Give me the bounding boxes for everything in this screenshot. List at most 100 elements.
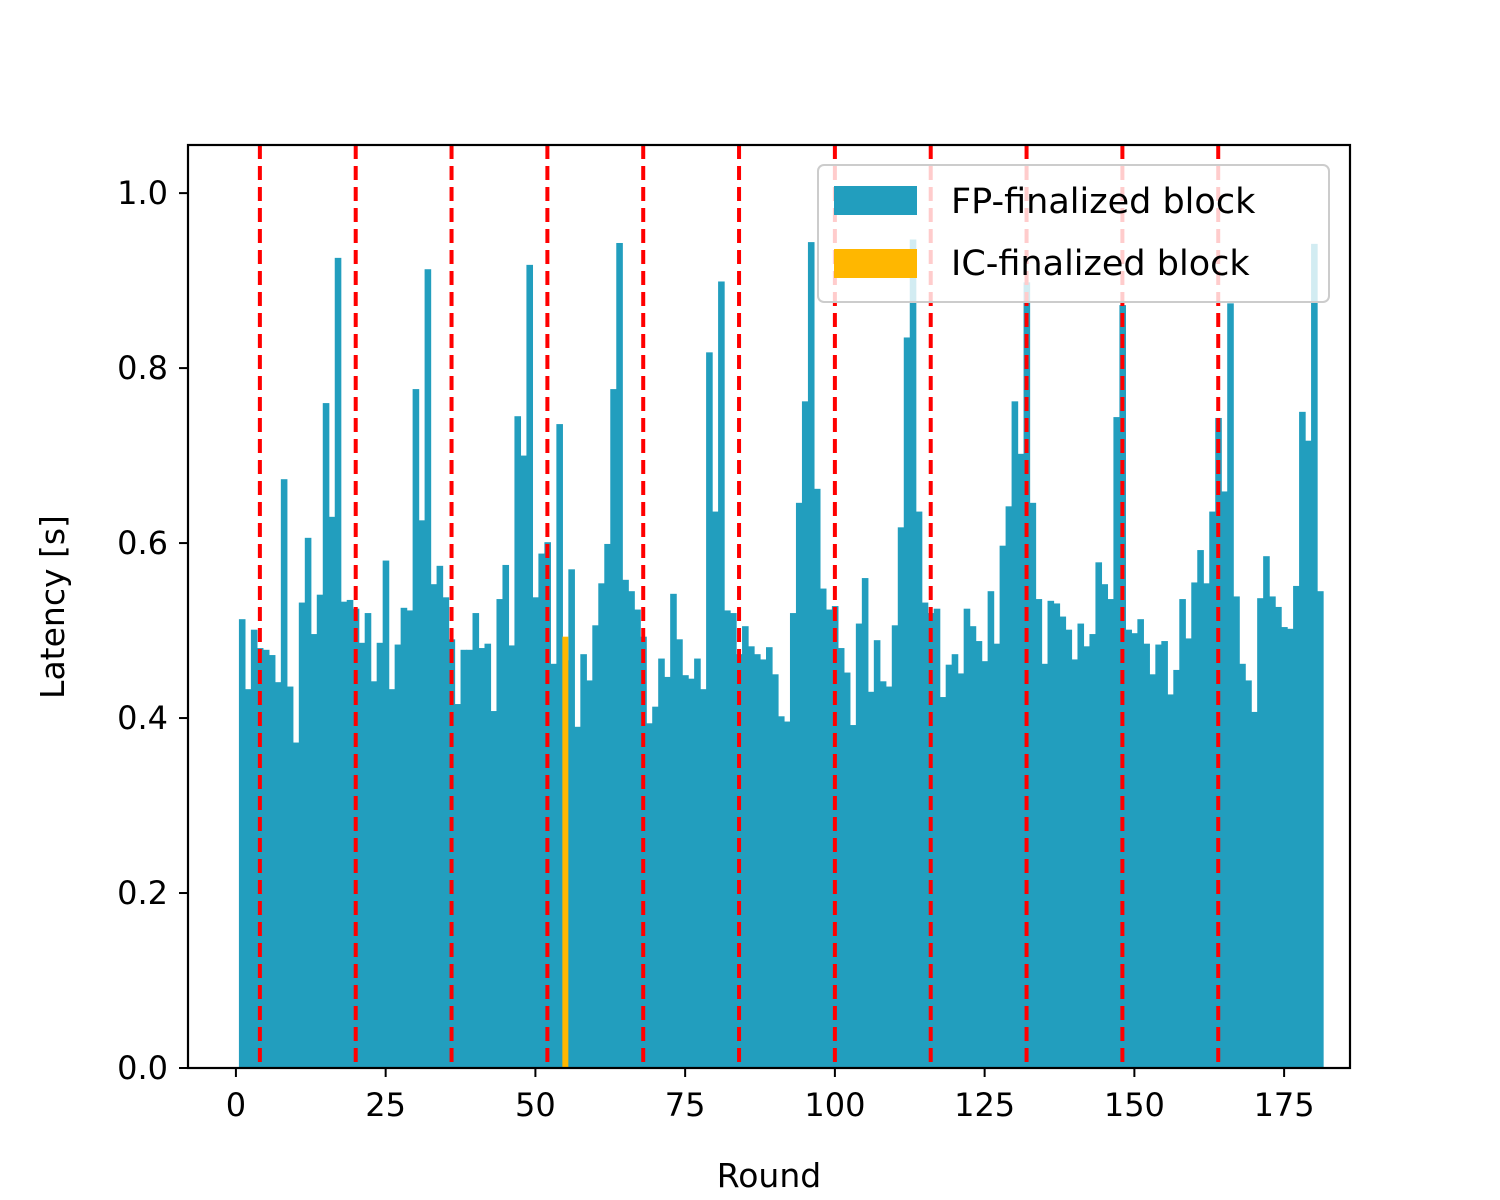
bar-fp-round-153: [1149, 674, 1156, 1068]
bar-fp-round-80: [712, 511, 719, 1069]
bar-fp-round-161: [1197, 550, 1204, 1068]
ic-bars-group: [562, 636, 569, 1068]
bar-fp-round-157: [1173, 669, 1180, 1068]
y-tick-label: 0.6: [117, 524, 168, 562]
bar-fp-round-117: [933, 608, 941, 1068]
bar-fp-round-6: [268, 655, 276, 1068]
bar-fp-round-25: [382, 560, 390, 1068]
bar-fp-round-62: [604, 543, 611, 1068]
bar-fp-round-178: [1299, 411, 1306, 1068]
bar-fp-round-136: [1047, 600, 1055, 1068]
bar-fp-round-46: [508, 645, 516, 1068]
bar-fp-round-68: [640, 636, 647, 1068]
bar-fp-round-143: [1089, 634, 1097, 1068]
x-axis-ticks: 0 25 50 75 100 125 150 175: [226, 1068, 1315, 1124]
bar-fp-round-174: [1275, 606, 1282, 1068]
bar-fp-round-32: [424, 269, 432, 1069]
bar-fp-round-151: [1137, 619, 1144, 1068]
bar-fp-round-88: [760, 659, 767, 1068]
bar-fp-round-33: [430, 584, 438, 1068]
legend-swatch-ic: [834, 249, 917, 278]
bar-fp-round-29: [406, 610, 414, 1068]
bar-fp-round-139: [1065, 629, 1073, 1068]
y-tick-label: 0.8: [117, 349, 168, 387]
bar-fp-round-77: [694, 658, 701, 1068]
bar-fp-round-162: [1203, 583, 1210, 1068]
bar-fp-round-98: [819, 588, 827, 1068]
bar-fp-round-82: [724, 610, 731, 1068]
bar-fp-round-102: [843, 672, 851, 1068]
bar-fp-round-37: [454, 704, 462, 1068]
bar-fp-round-149: [1125, 629, 1132, 1068]
bar-fp-round-8: [280, 479, 288, 1069]
bar-fp-round-103: [849, 725, 857, 1068]
bar-fp-round-53: [550, 663, 557, 1068]
bar-fp-round-160: [1191, 582, 1198, 1068]
bar-fp-round-43: [490, 711, 498, 1068]
bar-fp-round-104: [855, 623, 863, 1068]
bar-fp-round-34: [436, 565, 444, 1068]
bar-fp-round-109: [885, 686, 893, 1068]
bar-fp-round-158: [1179, 599, 1186, 1068]
bar-fp-round-51: [538, 553, 545, 1068]
bar-fp-round-81: [718, 281, 725, 1068]
bar-fp-round-90: [771, 674, 779, 1068]
bar-fp-round-70: [652, 706, 659, 1068]
bar-fp-round-2: [244, 689, 252, 1068]
x-tick-label: 125: [954, 1086, 1015, 1124]
bar-fp-round-24: [376, 642, 384, 1068]
bar-fp-round-49: [526, 264, 534, 1068]
bar-fp-round-125: [981, 661, 989, 1068]
legend-swatch-fp: [834, 186, 917, 215]
bar-fp-round-144: [1095, 562, 1103, 1068]
bar-fp-round-113: [909, 239, 917, 1069]
x-tick-label: 50: [515, 1086, 556, 1124]
fp-bars-group: [238, 239, 1324, 1069]
bar-fp-round-166: [1227, 303, 1234, 1069]
bar-fp-round-100: [831, 606, 839, 1068]
bar-fp-round-9: [286, 686, 294, 1068]
bar-fp-round-86: [748, 646, 755, 1068]
bar-fp-round-27: [394, 644, 402, 1068]
bar-fp-round-137: [1053, 603, 1061, 1068]
bar-fp-round-12: [304, 537, 312, 1068]
bar-fp-round-78: [700, 689, 707, 1068]
bar-fp-round-65: [622, 579, 629, 1068]
bar-fp-round-101: [837, 648, 845, 1068]
legend-label-fp: FP-finalized block: [951, 182, 1256, 222]
bar-fp-round-42: [484, 643, 492, 1068]
bar-fp-round-91: [777, 716, 785, 1068]
bar-fp-round-141: [1077, 623, 1085, 1068]
bar-fp-round-14: [316, 594, 324, 1068]
bar-fp-round-89: [766, 647, 773, 1068]
bar-fp-round-175: [1281, 627, 1288, 1068]
bar-fp-round-56: [568, 569, 575, 1068]
bar-fp-round-83: [730, 613, 737, 1068]
bar-fp-round-93: [789, 613, 797, 1068]
bar-fp-round-133: [1029, 502, 1037, 1068]
bar-fp-round-30: [412, 389, 420, 1069]
bar-fp-round-171: [1257, 598, 1264, 1068]
bar-fp-round-72: [664, 676, 671, 1068]
bar-fp-round-38: [460, 649, 468, 1068]
bar-fp-round-115: [921, 602, 929, 1068]
bar-fp-round-64: [616, 242, 623, 1069]
bar-fp-round-163: [1209, 511, 1216, 1069]
bar-fp-round-126: [987, 591, 995, 1068]
bar-fp-round-179: [1305, 440, 1312, 1068]
legend-box: [817, 164, 1330, 303]
bar-fp-round-170: [1251, 711, 1258, 1068]
bar-fp-round-26: [388, 689, 396, 1068]
bar-fp-round-172: [1263, 556, 1270, 1068]
bar-fp-round-123: [969, 626, 977, 1068]
bar-fp-round-10: [292, 742, 300, 1068]
bar-fp-round-147: [1113, 417, 1120, 1069]
bar-fp-round-69: [646, 723, 653, 1068]
bar-fp-round-19: [346, 599, 354, 1068]
bar-fp-round-168: [1239, 663, 1246, 1068]
bar-fp-round-110: [891, 625, 899, 1068]
bar-fp-round-3: [250, 629, 258, 1068]
bar-fp-round-76: [688, 678, 695, 1068]
bar-fp-round-140: [1071, 659, 1079, 1068]
bar-fp-round-75: [682, 675, 689, 1068]
